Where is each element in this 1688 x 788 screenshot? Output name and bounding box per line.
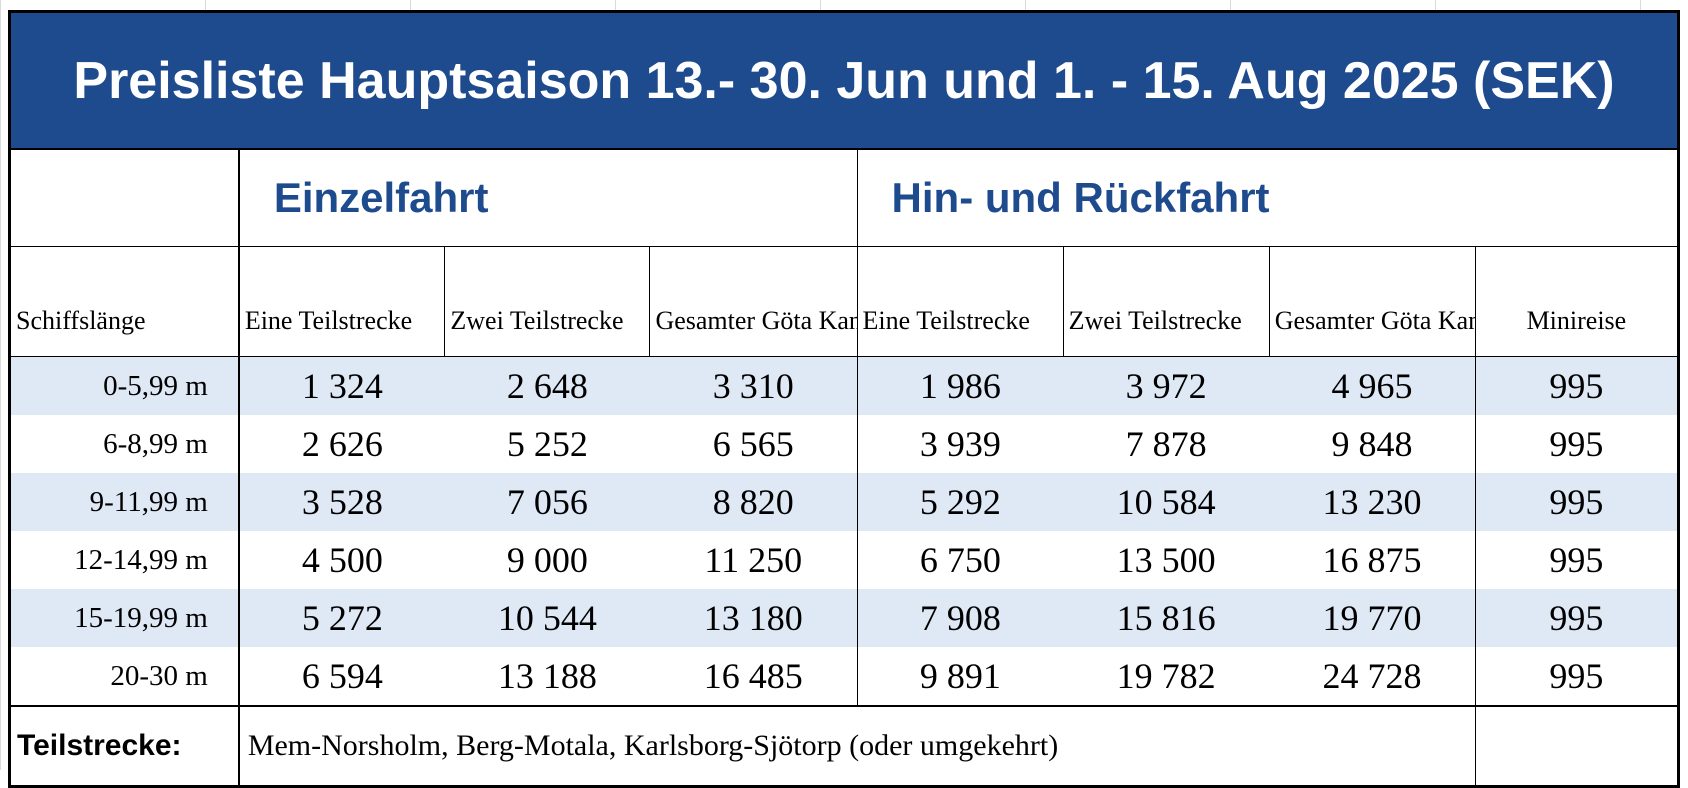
table-row: 9-11,99 m 3 528 7 056 8 820 5 292 10 584… (9, 473, 1679, 531)
cell-single-one: 6 594 (237, 647, 445, 706)
cell-return-two: 10 584 (1063, 473, 1270, 531)
cell-return-full: 13 230 (1269, 473, 1476, 531)
cell-return-full: 19 770 (1269, 589, 1476, 647)
cell-single-full: 16 485 (703, 656, 803, 696)
cell-single-two: 13 188 (497, 656, 597, 696)
cell-single-two: 9 000 (506, 540, 588, 580)
cell-single-full: 6 565 (712, 424, 794, 464)
cell-return-one: 9 891 (856, 647, 1064, 706)
cell-length: 20-30 m (110, 659, 208, 692)
cell-mini: 995 (1474, 415, 1679, 473)
cell-single-full: 3 310 (649, 356, 858, 415)
cell-return-one: 3 939 (856, 415, 1064, 473)
cell-length: 12-14,99 m (74, 543, 208, 576)
group-header-row: Einzelfahrt Hin- und Rückfahrt (9, 149, 1679, 247)
cell-mini: 995 (1474, 473, 1679, 531)
cell-return-full: 4 965 (1269, 356, 1476, 415)
cell-mini: 995 (1474, 589, 1679, 647)
cell-return-one: 7 908 (856, 589, 1064, 647)
cell-single-full: 8 820 (649, 473, 858, 531)
cell-single-two: 7 056 (444, 473, 650, 531)
title-row: Preisliste Hauptsaison 13.- 30. Jun und … (9, 11, 1679, 150)
footer-text: Mem-Norsholm, Berg-Motala, Karlsborg-Sjö… (237, 705, 1476, 787)
header-mini: Minireise (1474, 246, 1679, 357)
empty-cell (9, 149, 239, 247)
cell-return-one: 5 292 (856, 473, 1064, 531)
header-return-two: Zwei Teilstrecke (1062, 246, 1270, 357)
header-length: Schiffslänge (9, 246, 239, 357)
cell-mini: 995 (1474, 531, 1679, 589)
cell-single-two: 10 544 (444, 589, 650, 647)
cell-single-one: 3 528 (237, 473, 445, 531)
cell-single-one: 4 500 (237, 531, 445, 589)
table-row: 6-8,99 m 2 626 5 252 6 565 3 939 7 878 9… (10, 415, 1679, 473)
cell-single-full: 13 180 (649, 589, 858, 647)
cell-single-one: 2 626 (237, 415, 445, 473)
price-table: Preisliste Hauptsaison 13.- 30. Jun und … (8, 10, 1680, 788)
cell-single-one: 1 324 (237, 356, 445, 415)
footer-row: Teilstrecke: Mem-Norsholm, Berg-Motala, … (9, 705, 1679, 787)
cell-length: 0-5,99 m (9, 356, 239, 415)
table-row: 20-30 m 6 594 13 188 16 485 9 891 19 782… (10, 647, 1679, 706)
cell-mini: 995 (1474, 647, 1679, 706)
header-single-two: Zwei Teilstrecke (444, 246, 650, 357)
table-row: 15-19,99 m 5 272 10 544 13 180 7 908 15 … (9, 589, 1679, 647)
cell-return-full: 24 728 (1322, 656, 1422, 696)
empty-cell (1474, 705, 1679, 787)
cell-return-two: 13 500 (1116, 540, 1216, 580)
cell-single-full: 11 250 (704, 540, 803, 580)
cell-length: 15-19,99 m (9, 589, 239, 647)
cell-length: 9-11,99 m (9, 473, 239, 531)
footer-label: Teilstrecke: (9, 705, 239, 787)
cell-return-one: 1 986 (856, 356, 1064, 415)
cell-return-two: 3 972 (1063, 356, 1270, 415)
cell-return-two: 15 816 (1063, 589, 1270, 647)
cell-return-full: 16 875 (1322, 540, 1422, 580)
table-row: 0-5,99 m 1 324 2 648 3 310 1 986 3 972 4… (9, 356, 1679, 415)
group-single-label: Einzelfahrt (237, 149, 858, 247)
table-row: 12-14,99 m 4 500 9 000 11 250 6 750 13 5… (10, 531, 1679, 589)
cell-return-two: 19 782 (1116, 656, 1216, 696)
cell-return-full: 9 848 (1331, 424, 1413, 464)
header-return-one: Eine Teilstrecke (856, 246, 1064, 357)
group-return-label: Hin- und Rückfahrt (856, 149, 1679, 247)
page-title: Preisliste Hauptsaison 13.- 30. Jun und … (9, 11, 1679, 150)
cell-single-one: 5 272 (237, 589, 445, 647)
cell-mini: 995 (1474, 356, 1679, 415)
header-return-full: Gesamter Göta Kanal (1268, 246, 1476, 357)
header-single-one: Eine Teilstrecke (237, 246, 445, 357)
cell-return-one: 6 750 (856, 531, 1064, 589)
header-single-full: Gesamter Göta Kanal (649, 246, 858, 357)
cell-single-two: 2 648 (444, 356, 650, 415)
column-header-row: Schiffslänge Eine Teilstrecke Zwei Teils… (9, 246, 1679, 357)
cell-return-two: 7 878 (1125, 424, 1207, 464)
cell-single-two: 5 252 (506, 424, 588, 464)
cell-length: 6-8,99 m (103, 427, 208, 460)
